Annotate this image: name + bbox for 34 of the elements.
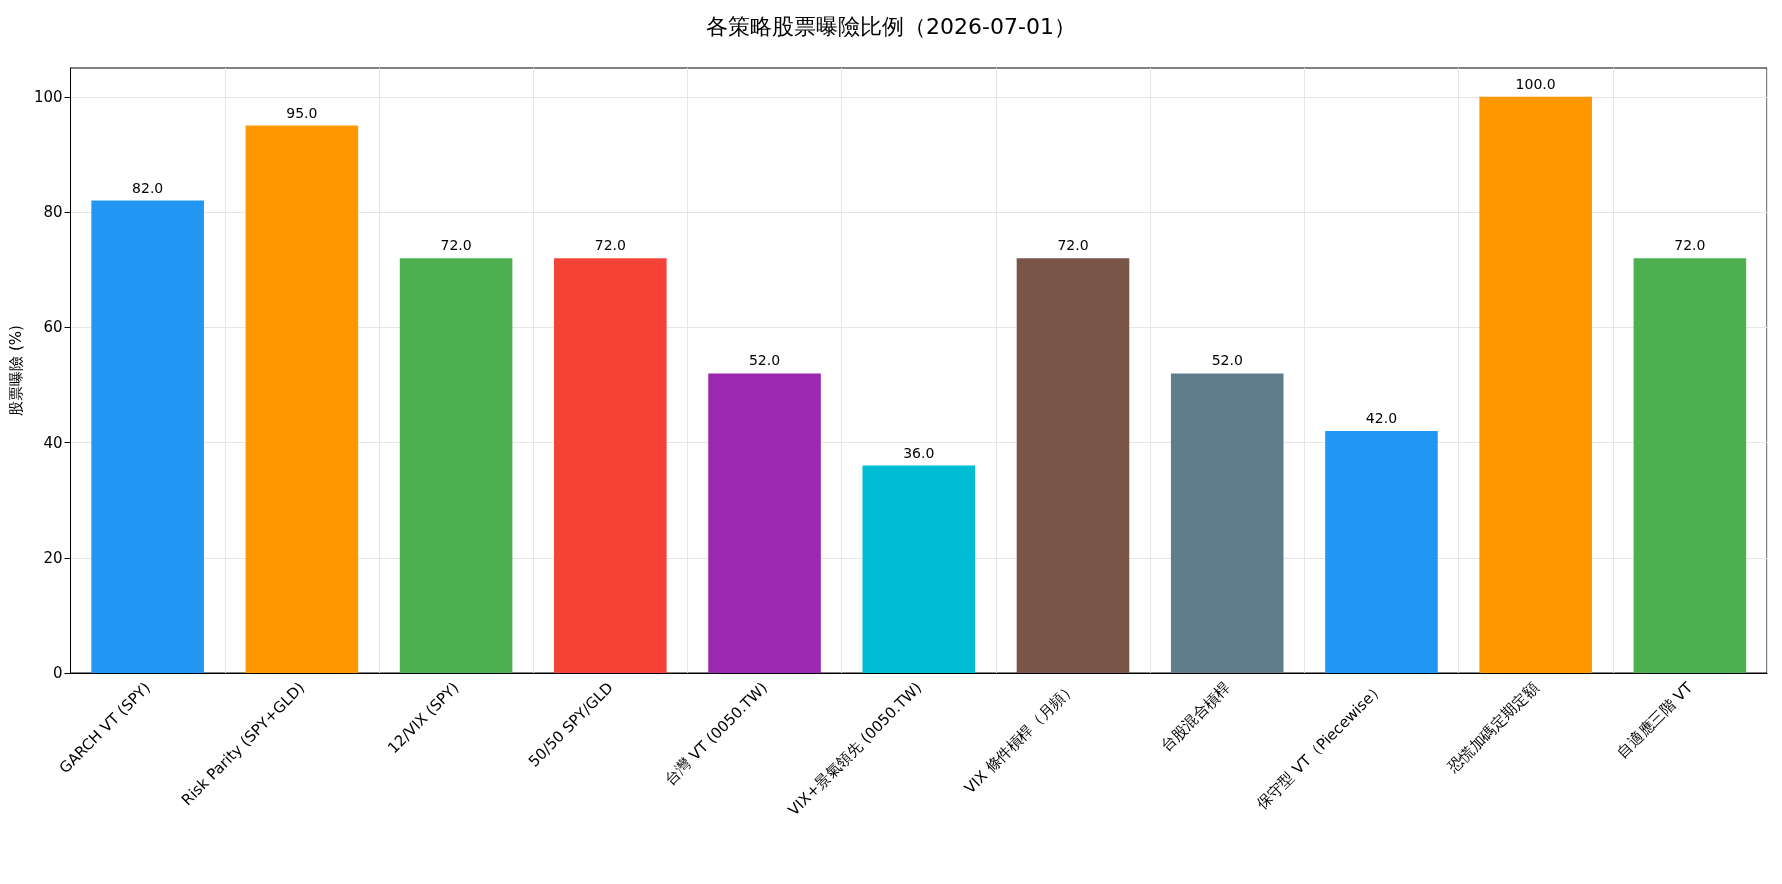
- y-tick-label: 0: [52, 664, 63, 682]
- bar: [554, 258, 667, 673]
- data-label: 72.0: [1674, 237, 1706, 254]
- data-label: 72.0: [1057, 237, 1089, 254]
- data-label: 100.0: [1515, 75, 1556, 92]
- data-label: 42.0: [1365, 410, 1398, 426]
- y-tick-label: 100: [33, 87, 63, 106]
- data-label: 72.0: [440, 237, 472, 254]
- data-label: 95.0: [286, 104, 318, 121]
- y-tick-label: 80: [43, 203, 63, 222]
- data-label: 36.0: [903, 444, 935, 461]
- y-tick-label: 20: [43, 548, 63, 567]
- data-label: 72.0: [594, 237, 626, 254]
- bar: [1479, 96, 1592, 673]
- bar: [91, 200, 204, 673]
- x-tick-label: 台股混合槓桿: [1157, 678, 1234, 755]
- x-tick-label: VIX 條件槓桿（月頻）: [960, 678, 1080, 798]
- y-axis-title: 股票曝險 (%): [6, 325, 25, 416]
- bar: [1325, 431, 1438, 673]
- bar: [708, 373, 821, 673]
- data-label: 52.0: [748, 352, 781, 369]
- x-tick-label: 恐慌加碼定期定額: [1443, 678, 1543, 777]
- bar: [245, 125, 359, 673]
- y-tick-label: 60: [43, 318, 63, 337]
- y-tick-label: 40: [43, 433, 63, 452]
- data-label: 82.0: [132, 179, 164, 196]
- bar: [1633, 258, 1747, 673]
- data-label: 52.0: [1211, 352, 1243, 369]
- chart-title: 各策略股票曝險比例（2026-07-01）: [706, 13, 1076, 39]
- x-tick-label: 自適應三階 VT: [1613, 678, 1697, 762]
- bar: [399, 258, 513, 673]
- bar: [862, 465, 976, 673]
- bar: [1016, 258, 1130, 673]
- bar: [1170, 373, 1284, 673]
